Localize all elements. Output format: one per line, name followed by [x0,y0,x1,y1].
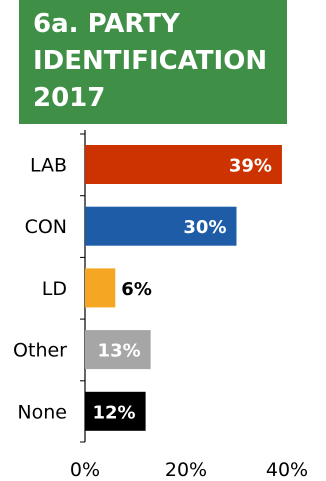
x-tick-label: 0% [70,459,100,481]
bar [85,206,237,246]
category-label: LAB [30,155,67,177]
data-label: 39% [229,156,272,177]
category-label: LD [42,278,67,300]
bar [85,268,116,308]
category-label: CON [25,216,67,238]
x-tick-label: 40% [266,459,308,481]
data-label: 12% [93,402,136,423]
title-line-1: 6a. PARTY [33,9,180,39]
category-label: None [17,401,67,423]
chart-title: 6a. PARTY IDENTIFICATION 2017 [33,6,283,117]
bar [85,330,151,370]
data-label: 6% [121,279,152,300]
x-tick-label: 20% [165,459,207,481]
title-line-3: 2017 [33,83,106,113]
data-label: 13% [98,341,141,362]
bar [85,145,282,184]
bar [85,391,146,431]
category-label: Other [13,340,67,362]
title-banner [19,0,287,124]
title-line-2: IDENTIFICATION [33,46,268,76]
data-label: 30% [183,217,226,238]
